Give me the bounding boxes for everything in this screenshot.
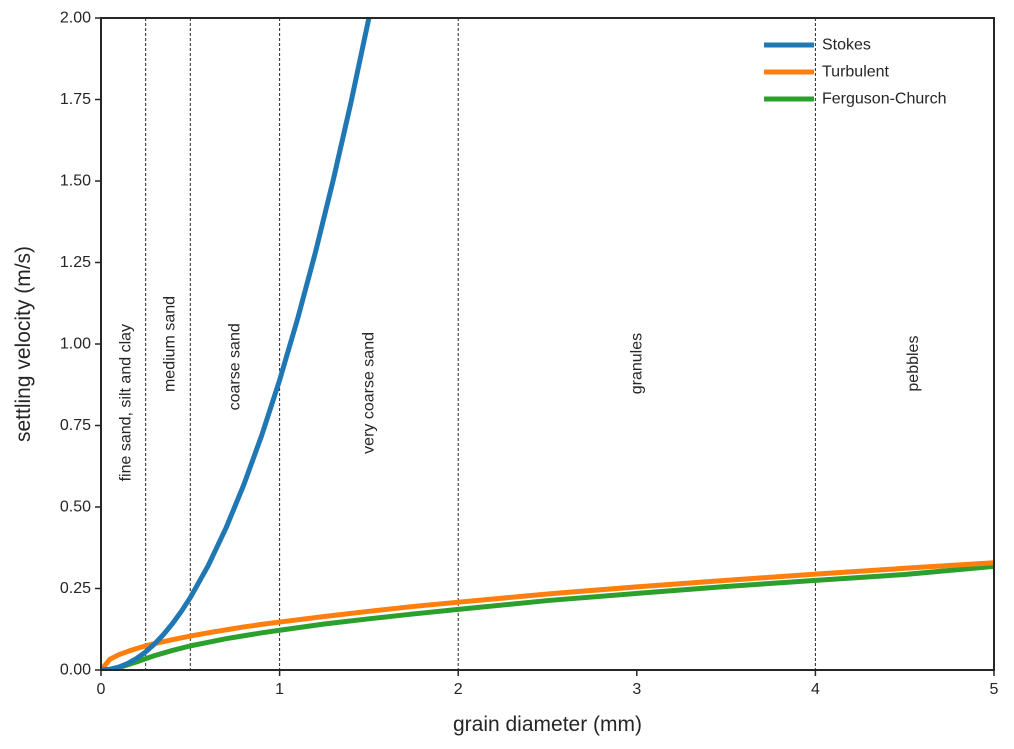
x-tick-label-1: 1 <box>275 681 284 698</box>
x-tick-label-2: 2 <box>454 681 463 698</box>
y-tick-label-7: 1.75 <box>60 91 91 108</box>
y-tick-label-6: 1.50 <box>60 173 91 190</box>
x-axis-label: grain diameter (mm) <box>453 713 642 736</box>
region-label-0: fine sand, silt and clay <box>118 324 135 481</box>
y-tick-label-0: 0.00 <box>60 662 91 679</box>
legend-label-2: Ferguson-Church <box>822 91 947 108</box>
region-labels: fine sand, silt and clay medium sand coars… <box>118 296 923 481</box>
region-label-1: medium sand <box>161 296 178 392</box>
region-label-2: coarse sand <box>226 323 243 410</box>
x-tick-label-4: 4 <box>811 681 820 698</box>
series-line-stokes <box>101 18 372 670</box>
series-lines <box>101 18 994 670</box>
legend: Stokes Turbulent Ferguson-Church <box>764 37 947 108</box>
y-axis-label: settling velocity (m/s) <box>12 246 35 442</box>
x-axis-ticks: 0 1 2 3 4 5 <box>97 670 999 698</box>
legend-label-1: Turbulent <box>822 64 890 81</box>
series-line-ferguson-church <box>101 563 994 670</box>
y-tick-label-2: 0.50 <box>60 499 91 516</box>
x-tick-label-3: 3 <box>632 681 641 698</box>
y-tick-label-1: 0.25 <box>60 580 91 597</box>
y-tick-label-4: 1.00 <box>60 336 91 353</box>
legend-label-0: Stokes <box>822 37 871 54</box>
region-label-3: very coarse sand <box>360 332 377 454</box>
x-tick-label-5: 5 <box>990 681 999 698</box>
y-tick-label-5: 1.25 <box>60 254 91 271</box>
y-tick-label-3: 0.75 <box>60 417 91 434</box>
y-axis-ticks: 0.00 0.25 0.50 0.75 1.00 1.25 1.50 1.75 2.00 <box>60 10 101 679</box>
x-tick-label-0: 0 <box>97 681 106 698</box>
region-label-5: pebbles <box>905 336 922 392</box>
region-label-4: granules <box>628 333 645 394</box>
size-class-dividers <box>145 18 816 670</box>
y-tick-label-8: 2.00 <box>60 10 91 27</box>
series-line-turbulent <box>101 560 994 670</box>
